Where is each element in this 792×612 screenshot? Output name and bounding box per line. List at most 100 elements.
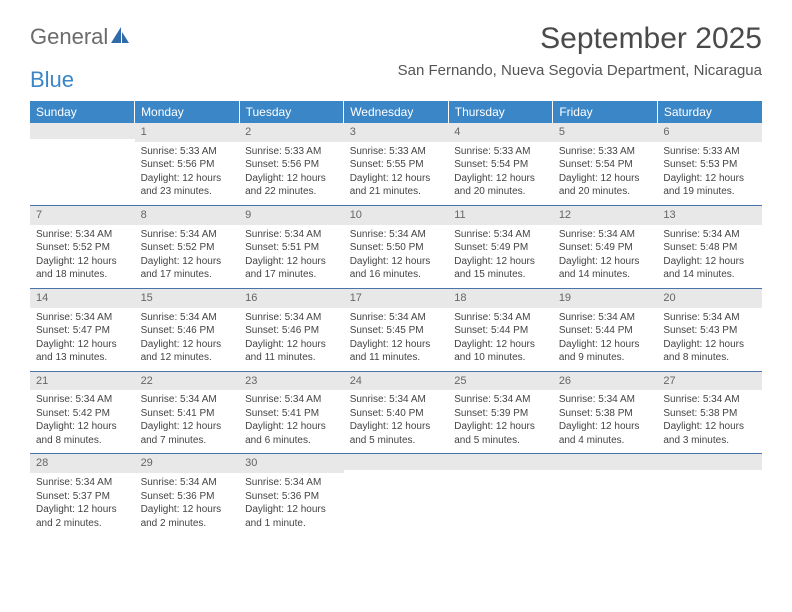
- day-body: Sunrise: 5:34 AMSunset: 5:39 PMDaylight:…: [448, 390, 553, 453]
- logo: General: [30, 22, 130, 48]
- day-line: Daylight: 12 hours: [141, 338, 234, 352]
- day-line: Daylight: 12 hours: [663, 420, 756, 434]
- day-body: Sunrise: 5:33 AMSunset: 5:56 PMDaylight:…: [135, 142, 240, 205]
- day-line: Daylight: 12 hours: [454, 172, 547, 186]
- day-line: and 5 minutes.: [454, 434, 547, 448]
- calendar-cell: [553, 454, 658, 536]
- day-body: Sunrise: 5:34 AMSunset: 5:47 PMDaylight:…: [30, 308, 135, 371]
- calendar-cell: 3Sunrise: 5:33 AMSunset: 5:55 PMDaylight…: [344, 123, 449, 205]
- day-line: Daylight: 12 hours: [141, 255, 234, 269]
- day-header: Monday: [135, 101, 240, 123]
- day-line: Daylight: 12 hours: [663, 338, 756, 352]
- day-line: Sunset: 5:51 PM: [245, 241, 338, 255]
- calendar-cell: 14Sunrise: 5:34 AMSunset: 5:47 PMDayligh…: [30, 288, 135, 371]
- day-line: and 16 minutes.: [350, 268, 443, 282]
- day-body: Sunrise: 5:34 AMSunset: 5:36 PMDaylight:…: [135, 473, 240, 536]
- calendar-cell: 19Sunrise: 5:34 AMSunset: 5:44 PMDayligh…: [553, 288, 658, 371]
- day-line: Daylight: 12 hours: [350, 338, 443, 352]
- day-line: Sunrise: 5:34 AM: [559, 228, 652, 242]
- calendar-cell: 18Sunrise: 5:34 AMSunset: 5:44 PMDayligh…: [448, 288, 553, 371]
- day-number: [553, 454, 658, 470]
- day-number: 6: [657, 123, 762, 142]
- day-body: Sunrise: 5:34 AMSunset: 5:36 PMDaylight:…: [239, 473, 344, 536]
- day-line: Daylight: 12 hours: [245, 420, 338, 434]
- day-line: Sunrise: 5:34 AM: [141, 393, 234, 407]
- day-line: Daylight: 12 hours: [36, 338, 129, 352]
- calendar-cell: 13Sunrise: 5:34 AMSunset: 5:48 PMDayligh…: [657, 205, 762, 288]
- day-line: Sunset: 5:56 PM: [245, 158, 338, 172]
- calendar-cell: [344, 454, 449, 536]
- day-body: Sunrise: 5:33 AMSunset: 5:54 PMDaylight:…: [553, 142, 658, 205]
- day-line: and 13 minutes.: [36, 351, 129, 365]
- day-number: 23: [239, 372, 344, 391]
- day-number: 10: [344, 206, 449, 225]
- day-line: and 3 minutes.: [663, 434, 756, 448]
- day-header: Wednesday: [344, 101, 449, 123]
- calendar-cell: 29Sunrise: 5:34 AMSunset: 5:36 PMDayligh…: [135, 454, 240, 536]
- day-line: and 20 minutes.: [454, 185, 547, 199]
- day-line: Sunrise: 5:34 AM: [245, 228, 338, 242]
- day-number: 28: [30, 454, 135, 473]
- logo-sail-icon: [110, 26, 130, 44]
- day-body: Sunrise: 5:34 AMSunset: 5:38 PMDaylight:…: [553, 390, 658, 453]
- day-line: Sunrise: 5:34 AM: [454, 228, 547, 242]
- day-line: Sunset: 5:42 PM: [36, 407, 129, 421]
- day-line: Sunrise: 5:34 AM: [663, 311, 756, 325]
- day-body: Sunrise: 5:34 AMSunset: 5:48 PMDaylight:…: [657, 225, 762, 288]
- calendar-cell: 2Sunrise: 5:33 AMSunset: 5:56 PMDaylight…: [239, 123, 344, 205]
- day-line: Sunrise: 5:34 AM: [350, 228, 443, 242]
- day-line: Sunset: 5:52 PM: [36, 241, 129, 255]
- day-body: Sunrise: 5:34 AMSunset: 5:43 PMDaylight:…: [657, 308, 762, 371]
- day-header: Saturday: [657, 101, 762, 123]
- day-body: Sunrise: 5:34 AMSunset: 5:42 PMDaylight:…: [30, 390, 135, 453]
- calendar-page: General September 2025 San Fernando, Nue…: [0, 0, 792, 556]
- day-line: and 17 minutes.: [141, 268, 234, 282]
- day-line: Sunset: 5:38 PM: [559, 407, 652, 421]
- day-number: 7: [30, 206, 135, 225]
- day-line: and 23 minutes.: [141, 185, 234, 199]
- day-number: 11: [448, 206, 553, 225]
- day-line: Sunrise: 5:34 AM: [36, 311, 129, 325]
- day-number: [344, 454, 449, 470]
- day-line: Sunrise: 5:33 AM: [454, 145, 547, 159]
- calendar-cell: [448, 454, 553, 536]
- calendar-cell: 1Sunrise: 5:33 AMSunset: 5:56 PMDaylight…: [135, 123, 240, 205]
- calendar-cell: 6Sunrise: 5:33 AMSunset: 5:53 PMDaylight…: [657, 123, 762, 205]
- day-number: 24: [344, 372, 449, 391]
- calendar-cell: 17Sunrise: 5:34 AMSunset: 5:45 PMDayligh…: [344, 288, 449, 371]
- day-line: Sunset: 5:55 PM: [350, 158, 443, 172]
- day-line: Daylight: 12 hours: [36, 255, 129, 269]
- day-header: Thursday: [448, 101, 553, 123]
- day-line: Daylight: 12 hours: [559, 420, 652, 434]
- day-line: and 8 minutes.: [36, 434, 129, 448]
- day-line: and 22 minutes.: [245, 185, 338, 199]
- calendar-cell: 23 Sunrise: 5:34 AMSunset: 5:41 PMDayligh…: [239, 371, 344, 454]
- day-number: 19: [553, 289, 658, 308]
- month-title: September 2025: [398, 22, 762, 56]
- day-line: and 4 minutes.: [559, 434, 652, 448]
- day-line: Sunset: 5:41 PM: [245, 407, 338, 421]
- day-body: Sunrise: 5:34 AMSunset: 5:46 PMDaylight:…: [135, 308, 240, 371]
- calendar-row: 1Sunrise: 5:33 AMSunset: 5:56 PMDaylight…: [30, 123, 762, 205]
- day-line: Sunrise: 5:34 AM: [350, 393, 443, 407]
- day-line: Sunset: 5:38 PM: [663, 407, 756, 421]
- day-number: 2: [239, 123, 344, 142]
- calendar-row: 14Sunrise: 5:34 AMSunset: 5:47 PMDayligh…: [30, 288, 762, 371]
- day-line: Sunset: 5:44 PM: [454, 324, 547, 338]
- day-line: and 2 minutes.: [36, 517, 129, 531]
- day-line: and 1 minute.: [245, 517, 338, 531]
- calendar-row: 28Sunrise: 5:34 AMSunset: 5:37 PMDayligh…: [30, 454, 762, 536]
- calendar-cell: 24Sunrise: 5:34 AMSunset: 5:40 PMDayligh…: [344, 371, 449, 454]
- day-line: Sunrise: 5:34 AM: [350, 311, 443, 325]
- day-line: Daylight: 12 hours: [245, 503, 338, 517]
- day-line: and 7 minutes.: [141, 434, 234, 448]
- day-line: and 5 minutes.: [350, 434, 443, 448]
- day-line: and 11 minutes.: [245, 351, 338, 365]
- day-line: and 9 minutes.: [559, 351, 652, 365]
- day-body: Sunrise: 5:34 AMSunset: 5:49 PMDaylight:…: [448, 225, 553, 288]
- day-body: Sunrise: 5:33 AMSunset: 5:54 PMDaylight:…: [448, 142, 553, 205]
- day-line: Sunset: 5:54 PM: [454, 158, 547, 172]
- day-body: [448, 470, 553, 528]
- day-line: Sunrise: 5:34 AM: [245, 393, 338, 407]
- calendar-cell: 12Sunrise: 5:34 AMSunset: 5:49 PMDayligh…: [553, 205, 658, 288]
